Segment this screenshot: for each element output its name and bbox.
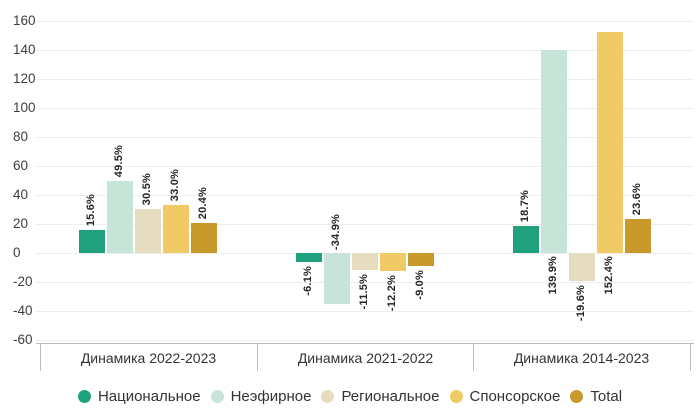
bar [408,253,434,266]
y-axis-tick-label: -40 [13,303,33,318]
legend-item: Спонсорское [449,388,561,405]
gridline [36,340,694,341]
legend-swatch-icon [449,390,463,403]
legend-item: Total [570,388,622,405]
bar-value-label: 33.0% [169,168,181,201]
x-axis-line [36,343,694,344]
legend-item: Неэфирное [210,388,312,405]
gridline [36,166,694,167]
legend-label: Региональное [341,388,440,405]
bar-value-label: 30.5% [141,172,153,205]
category-label: Динамика 2022-2023 [80,350,217,366]
category-label: Динамика 2014-2023 [513,350,650,366]
bar-value-label: 139.9% [547,256,559,295]
bar [163,205,189,253]
y-axis-tick-label: 120 [13,71,36,86]
y-axis-tick-label: -20 [13,274,33,289]
gridline [36,79,694,80]
bar [625,219,651,253]
category-separator [40,343,41,371]
category-separator [257,343,258,371]
category-label: Динамика 2021-2022 [297,350,434,366]
category-separator [690,343,691,371]
legend-swatch-icon [570,390,584,403]
gridline [36,21,694,22]
bar [107,181,133,253]
legend-label: Спонсорское [469,388,561,405]
legend-swatch-icon [210,390,224,403]
category-separator [473,343,474,371]
bar [541,50,567,253]
y-axis-tick-label: 0 [13,245,21,260]
legend: Национальное Неэфирное Региональное Спонсор… [0,388,700,405]
legend-label: Национальное [97,388,201,405]
y-axis-tick-label: -60 [13,332,33,347]
bar-value-label: 152.4% [603,256,615,295]
bar-value-label: 20.4% [197,186,209,219]
bar-value-label: -34.9% [330,213,342,250]
bar-value-label: 23.6% [631,182,643,215]
y-axis-tick-label: 80 [13,129,29,144]
legend-item: Региональное [321,388,440,405]
gridline [36,195,694,196]
bar-value-label: -9.0% [414,270,426,300]
legend-swatch-icon [77,390,91,403]
bar-value-label: -6.1% [302,266,314,296]
bar [191,223,217,253]
bar [513,226,539,253]
bar [380,253,406,271]
gridline [36,311,694,312]
bar-value-label: 18.7% [519,189,531,222]
bar [135,209,161,253]
gridline [36,108,694,109]
legend-item: Национальное [77,388,201,405]
bar [79,230,105,253]
bar [352,253,378,270]
bar-value-label: -12.2% [386,275,398,312]
bar-value-label: 49.5% [113,144,125,177]
gridline [36,224,694,225]
gridline [36,282,694,283]
y-axis-tick-label: 140 [13,42,36,57]
bar [296,253,322,262]
bar [569,253,595,281]
gridline [36,137,694,138]
legend-label: Неэфирное [230,388,312,405]
bar-value-label: -19.6% [575,285,587,322]
y-axis-tick-label: 60 [13,158,29,173]
y-axis-tick-label: 40 [13,187,29,202]
legend-label: Total [590,388,623,405]
bar [324,253,350,304]
y-axis-tick-label: 100 [13,100,36,115]
y-axis-tick-label: 160 [13,13,36,28]
bar [597,32,623,253]
bar-value-label: 15.6% [85,193,97,226]
gridline [36,50,694,51]
legend-swatch-icon [321,390,335,403]
y-axis-tick-label: 20 [13,216,29,231]
bar-value-label: -11.5% [358,274,370,310]
